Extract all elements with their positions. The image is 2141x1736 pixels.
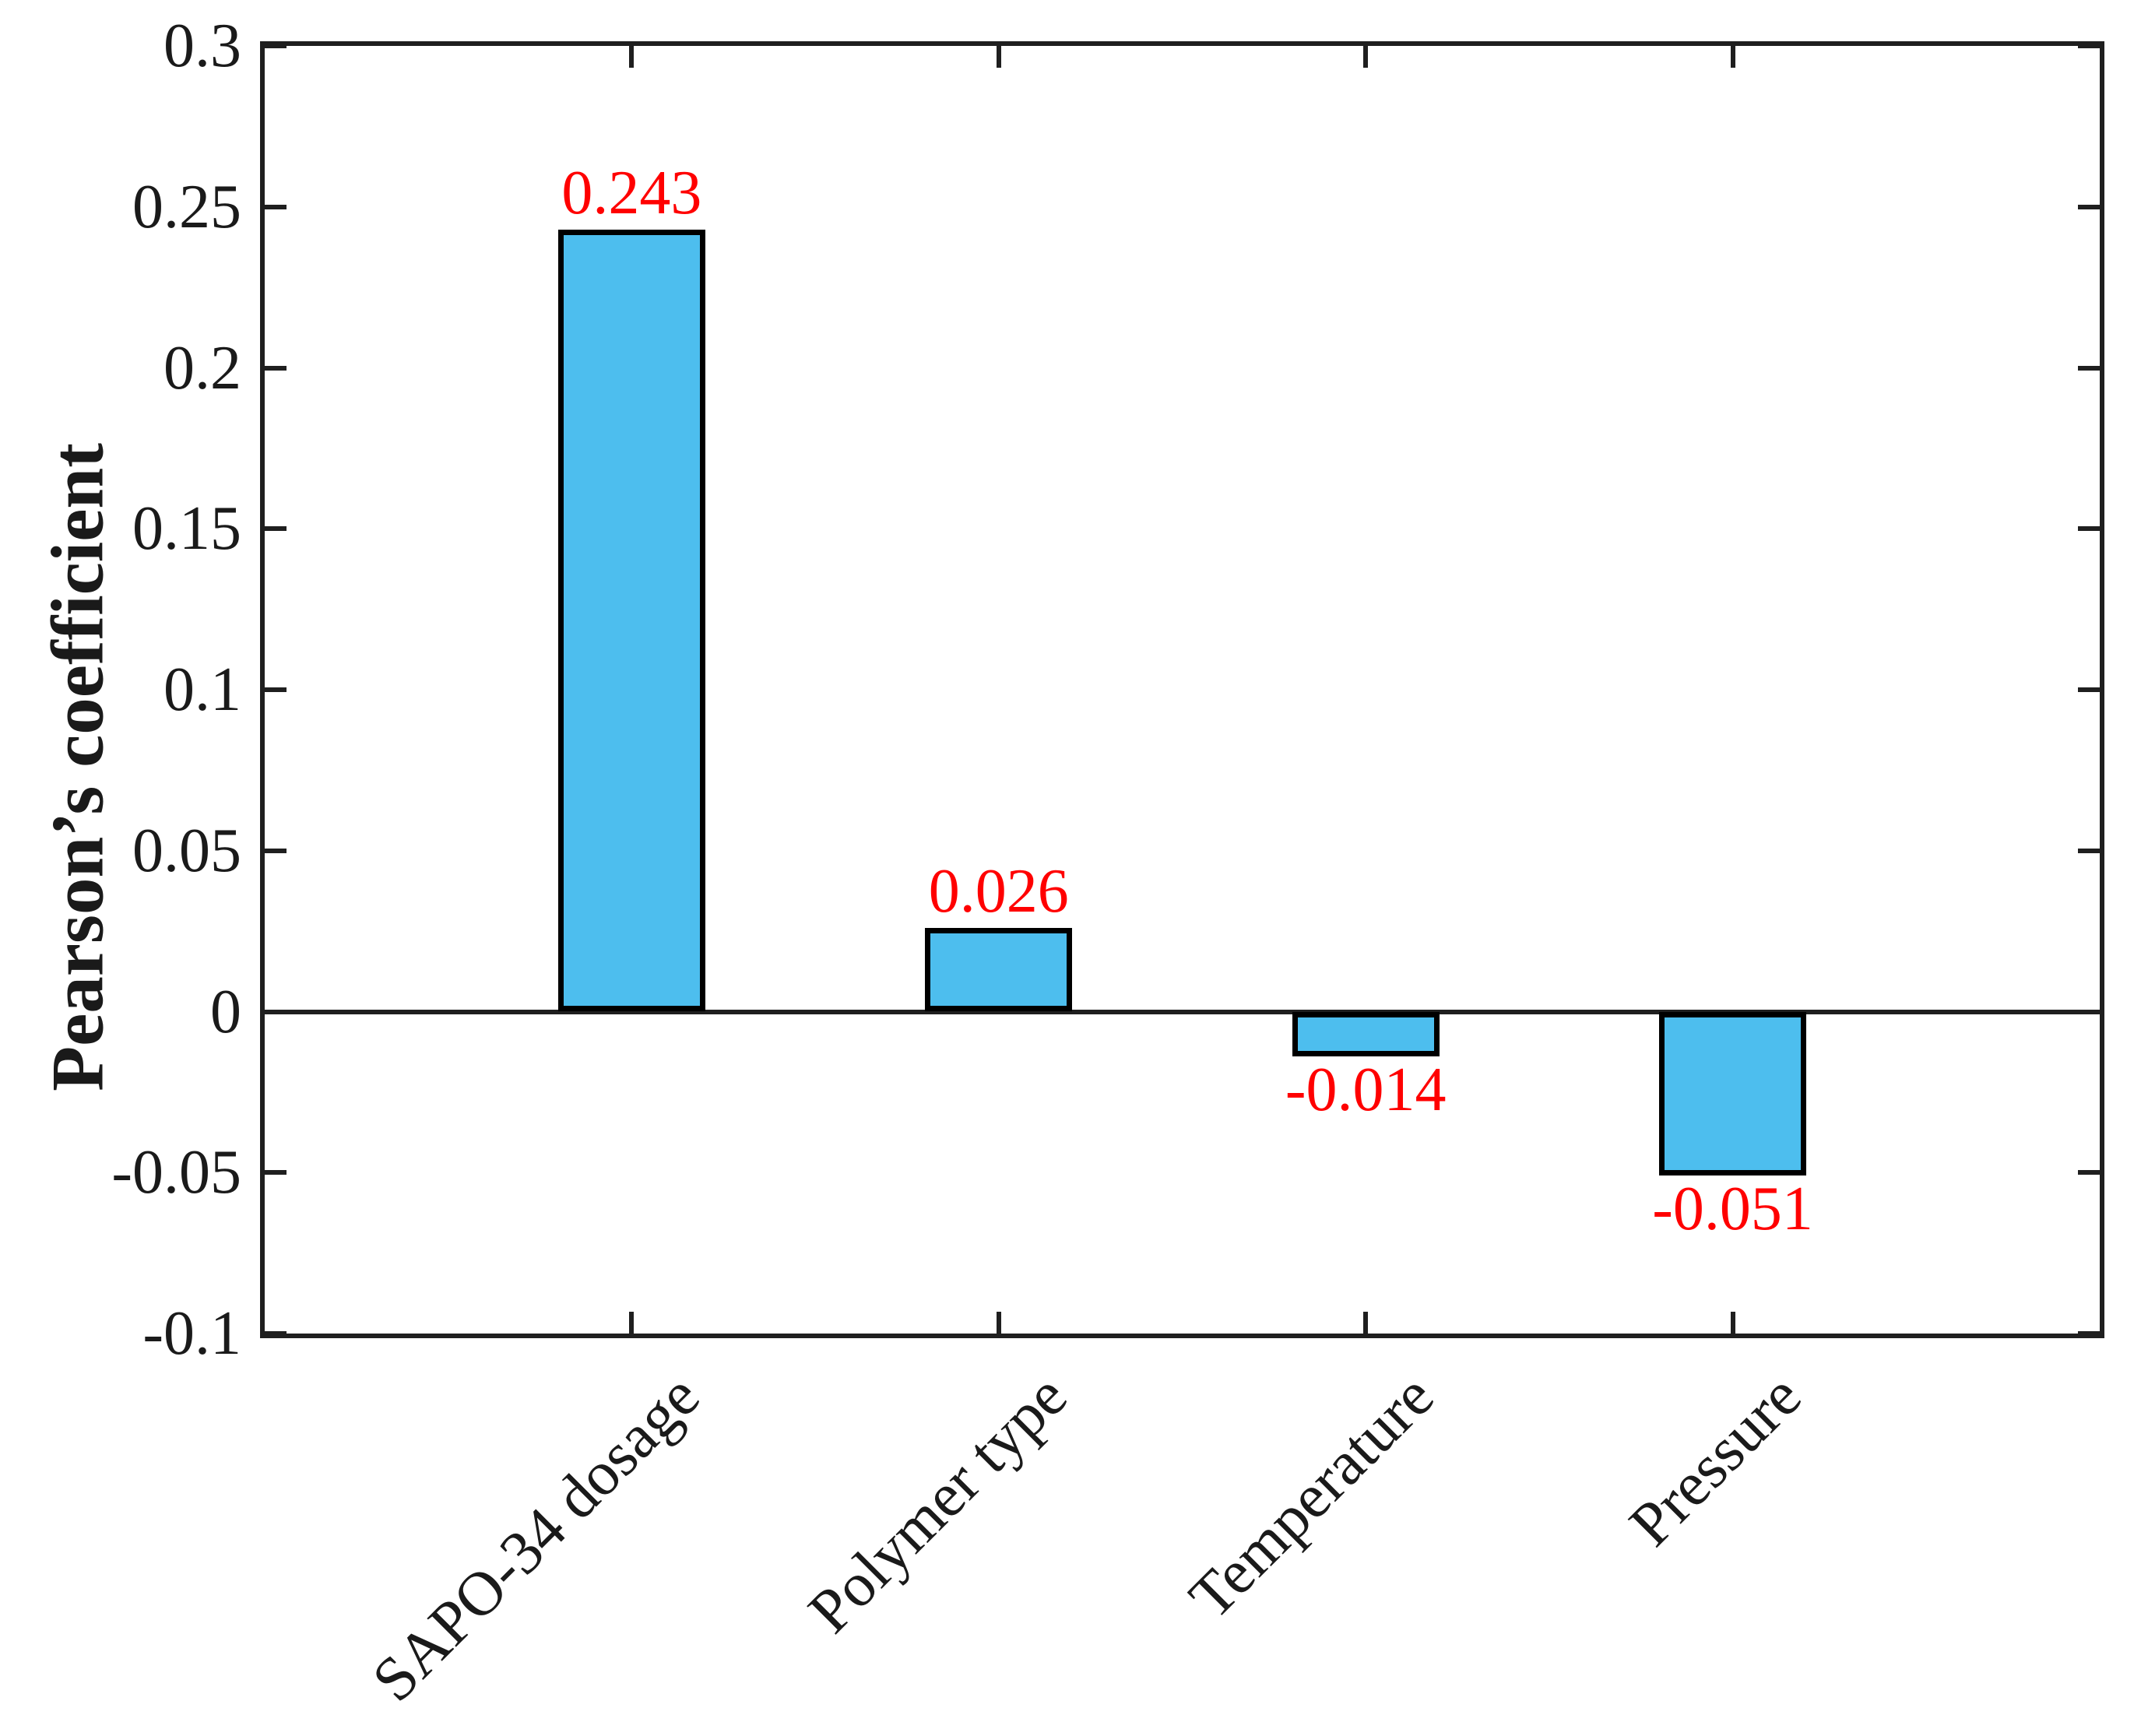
bar <box>557 229 705 1012</box>
x-tick-mirror <box>996 46 1001 68</box>
y-tick-label: 0.25 <box>132 172 241 241</box>
y-tick-label: 0.1 <box>163 655 241 724</box>
y-tick <box>265 848 287 853</box>
x-tick-label: SAPO-34 dosage <box>360 1362 713 1715</box>
y-tick-label: -0.1 <box>142 1299 241 1368</box>
x-tick <box>1363 1312 1369 1334</box>
x-tick-mirror <box>1363 46 1369 68</box>
y-tick <box>265 1331 287 1336</box>
y-tick-mirror <box>2078 687 2100 692</box>
bar-value-label: -0.051 <box>1652 1175 1813 1244</box>
y-tick-mirror <box>2078 526 2100 532</box>
bar <box>925 927 1073 1012</box>
x-tick <box>996 1312 1001 1334</box>
y-tick-mirror <box>2078 365 2100 371</box>
y-tick-label: 0 <box>210 977 241 1046</box>
y-tick <box>265 44 287 48</box>
y-tick <box>265 526 287 532</box>
y-tick <box>265 1009 287 1014</box>
x-tick <box>629 1312 635 1334</box>
x-tick <box>1730 1312 1735 1334</box>
y-tick-mirror <box>2078 1009 2100 1014</box>
y-tick-mirror <box>2078 1331 2100 1336</box>
zero-baseline <box>265 1009 2100 1014</box>
y-tick <box>265 1170 287 1175</box>
y-tick-label: -0.05 <box>111 1138 241 1207</box>
y-tick <box>265 365 287 371</box>
x-tick-mirror <box>1730 46 1735 68</box>
y-tick-mirror <box>2078 204 2100 209</box>
y-tick-mirror <box>2078 848 2100 853</box>
y-tick <box>265 204 287 209</box>
y-tick-label: 0.2 <box>163 333 241 402</box>
bar-value-label: 0.026 <box>928 856 1069 926</box>
y-tick-mirror <box>2078 44 2100 48</box>
x-tick-mirror <box>629 46 635 68</box>
bar <box>1659 1011 1807 1176</box>
y-tick-mirror <box>2078 1170 2100 1175</box>
y-tick-label: 0.15 <box>132 494 241 564</box>
bar-value-label: -0.014 <box>1285 1056 1447 1125</box>
y-tick <box>265 687 287 692</box>
bar-value-label: 0.243 <box>561 158 702 227</box>
y-tick-label: 0.05 <box>132 816 241 885</box>
bar <box>1292 1011 1440 1057</box>
plot-area <box>260 41 2104 1338</box>
y-tick-label: 0.3 <box>163 12 241 80</box>
